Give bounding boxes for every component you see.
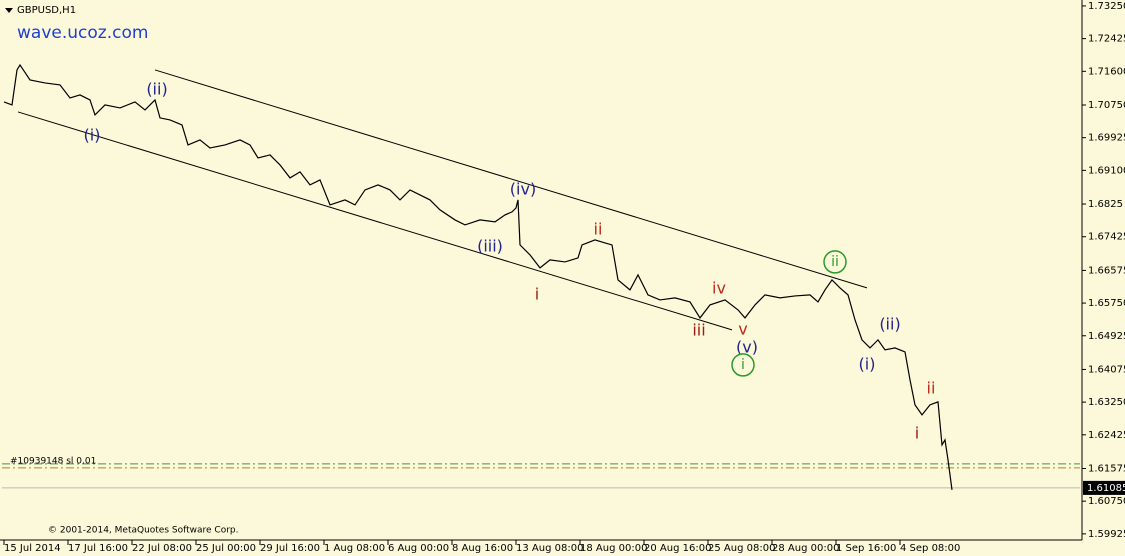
wave-label: (i) xyxy=(859,354,876,373)
wave-label: (i) xyxy=(84,125,101,144)
x-tick-label: 1 Aug 08:00 xyxy=(324,543,385,554)
y-tick-label: 1.71600 xyxy=(1088,66,1125,77)
wave-label: iii xyxy=(692,320,705,339)
x-tick-label: 17 Jul 16:00 xyxy=(68,543,128,554)
y-tick-label: 1.59925 xyxy=(1088,529,1125,540)
wave-circle xyxy=(823,250,847,274)
x-tick-label: 25 Jul 00:00 xyxy=(196,543,256,554)
wave-label: (ii) xyxy=(146,79,167,98)
x-tick-label: 18 Aug 00:00 xyxy=(580,543,647,554)
x-tick-label: 13 Aug 08:00 xyxy=(516,543,583,554)
chart-title: GBPUSD,H1 xyxy=(17,5,76,16)
wave-label: i xyxy=(915,423,919,442)
x-tick-label: 22 Jul 08:00 xyxy=(132,543,192,554)
x-tick-label: 29 Jul 16:00 xyxy=(260,543,320,554)
x-tick-label: 8 Aug 16:00 xyxy=(452,543,513,554)
y-tick-label: 1.64075 xyxy=(1088,364,1125,375)
y-tick-label: 1.70750 xyxy=(1088,100,1125,111)
wave-label: (ii) xyxy=(879,314,900,333)
y-tick-label: 1.69925 xyxy=(1088,133,1125,144)
wave-label: iv xyxy=(712,278,726,297)
wave-label: v xyxy=(738,319,747,338)
x-tick-label: 6 Aug 00:00 xyxy=(388,543,449,554)
wave-label: i xyxy=(535,284,539,303)
watermark: wave.ucoz.com xyxy=(17,23,148,43)
y-tick-label: 1.60750 xyxy=(1088,496,1125,507)
y-tick-label: 1.73250 xyxy=(1088,1,1125,12)
order-label: #10939148 sl 0.01 xyxy=(10,456,96,466)
wave-label: ii xyxy=(831,254,839,270)
y-tick-label: 1.61575 xyxy=(1088,463,1125,474)
y-tick-label: 1.6825 xyxy=(1088,199,1123,210)
y-tick-label: 1.69100 xyxy=(1088,165,1125,176)
y-tick-label: 1.66575 xyxy=(1088,265,1125,276)
copyright: © 2001-2014, MetaQuotes Software Corp. xyxy=(48,526,239,536)
x-tick-label: 4 Sep 08:00 xyxy=(900,543,960,554)
wave-label: ii xyxy=(927,378,936,397)
current-price-label: 1.61085 xyxy=(1087,483,1125,494)
wave-label: ii xyxy=(594,219,603,238)
y-tick-label: 1.63250 xyxy=(1088,397,1125,408)
wave-label: (iv) xyxy=(510,179,536,198)
y-tick-label: 1.64925 xyxy=(1088,331,1125,342)
y-tick-label: 1.72425 xyxy=(1088,34,1125,45)
y-tick-label: 1.62425 xyxy=(1088,430,1125,441)
x-tick-label: 25 Aug 08:00 xyxy=(708,543,775,554)
y-tick-label: 1.67425 xyxy=(1088,232,1125,243)
trendline xyxy=(154,69,868,289)
x-tick-label: 15 Jul 2014 xyxy=(4,543,61,554)
wave-label: (iii) xyxy=(477,236,503,255)
wave-label: i xyxy=(741,357,745,373)
wave-label: (v) xyxy=(736,337,758,356)
menu-triangle xyxy=(5,8,13,13)
x-tick-label: 28 Aug 00:00 xyxy=(772,543,839,554)
price-line xyxy=(3,63,953,490)
x-tick-label: 1 Sep 16:00 xyxy=(836,543,896,554)
trendline xyxy=(17,111,733,331)
y-tick-label: 1.65750 xyxy=(1088,298,1125,309)
wave-circle xyxy=(731,353,755,377)
current-price-box xyxy=(1083,480,1125,495)
x-tick-label: 20 Aug 16:00 xyxy=(644,543,711,554)
